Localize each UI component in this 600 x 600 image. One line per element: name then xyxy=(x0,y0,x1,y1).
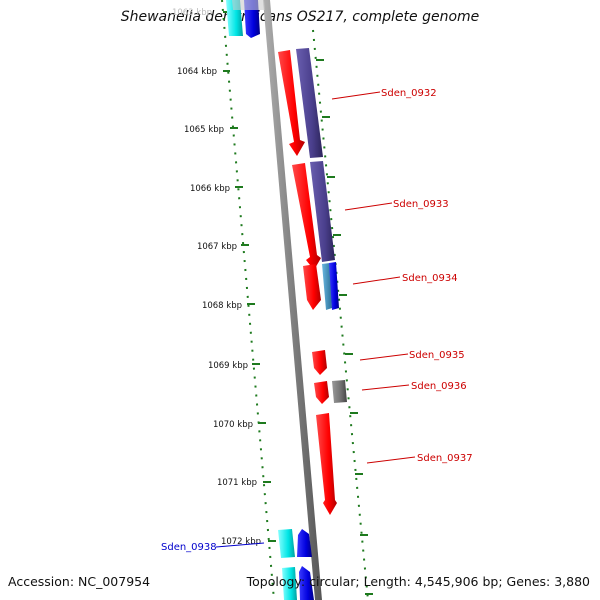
gene-feature-bottom-cyan[interactable] xyxy=(282,567,297,600)
gene-feature-bottom-blue[interactable] xyxy=(299,566,314,600)
genome-backbone xyxy=(263,0,322,600)
gene-feature-top-gray xyxy=(232,0,265,10)
gene-arrow-sden-0933-purple[interactable] xyxy=(310,161,335,262)
gene-arrow-sden-0934-teal[interactable] xyxy=(322,263,332,310)
topology-text: Topology: circular; Length: 4,545,906 bp… xyxy=(246,574,590,589)
leader-line-sden-0937 xyxy=(366,456,416,464)
leader-line-sden-0932 xyxy=(331,91,381,100)
ruler-ticks-right xyxy=(316,59,373,595)
ruler-ticks-left xyxy=(223,11,276,542)
gene-arrow-sden-0934-red[interactable] xyxy=(303,264,321,310)
accession-text: Accession: NC_007954 xyxy=(8,574,151,589)
ruler-label: 1063 kbp xyxy=(172,8,212,18)
ruler-label: 1066 kbp xyxy=(190,184,230,194)
gene-label-sden-0937[interactable]: Sden_0937 xyxy=(417,453,473,464)
gene-arrow-sden-0938-blue[interactable] xyxy=(297,529,312,557)
ruler-line-left xyxy=(221,0,275,600)
gene-arrow-sden-0938-cyan[interactable] xyxy=(278,529,295,558)
leader-line-sden-0938 xyxy=(215,542,265,548)
genome-title: Shewanella denitrificans OS217, complete… xyxy=(120,9,480,25)
ruler-label: 1072 kbp xyxy=(221,537,261,547)
leader-line-sden-0936 xyxy=(361,384,410,391)
gene-label-sden-0936[interactable]: Sden_0936 xyxy=(411,381,467,392)
gene-arrow-sden-0933-red[interactable] xyxy=(292,163,321,270)
gene-label-sden-0933[interactable]: Sden_0933 xyxy=(393,199,449,210)
leader-line-sden-0933 xyxy=(344,202,393,211)
ruler-label: 1067 kbp xyxy=(197,242,237,252)
gene-arrow-sden-0932-purple[interactable] xyxy=(296,48,323,158)
gene-arrow-sden-0932-red[interactable] xyxy=(278,50,305,156)
ruler-label: 1070 kbp xyxy=(213,420,253,430)
ruler-label: 1069 kbp xyxy=(208,361,248,371)
gene-arrow-sden-0935[interactable] xyxy=(312,350,327,375)
leader-line-sden-0935 xyxy=(359,353,409,361)
gene-arrow-sden-0934-blue[interactable] xyxy=(329,262,339,310)
ruler-label: 1065 kbp xyxy=(184,125,224,135)
gene-arrow-sden-0936-red[interactable] xyxy=(314,381,329,404)
ruler-label: 1071 kbp xyxy=(217,478,257,488)
ruler-label: 1064 kbp xyxy=(177,67,217,77)
ruler-label: 1068 kbp xyxy=(202,301,242,311)
leader-line-sden-0934 xyxy=(352,276,401,285)
gene-arrow-sden-0936-gray[interactable] xyxy=(332,380,347,403)
gene-label-sden-0935[interactable]: Sden_0935 xyxy=(409,350,465,361)
gene-label-sden-0938[interactable]: Sden_0938 xyxy=(161,542,217,553)
ruler-line-right xyxy=(312,29,369,600)
gene-arrow-sden-0937[interactable] xyxy=(316,413,337,515)
gene-label-sden-0932[interactable]: Sden_0932 xyxy=(381,88,437,99)
gene-label-sden-0934[interactable]: Sden_0934 xyxy=(402,273,458,284)
